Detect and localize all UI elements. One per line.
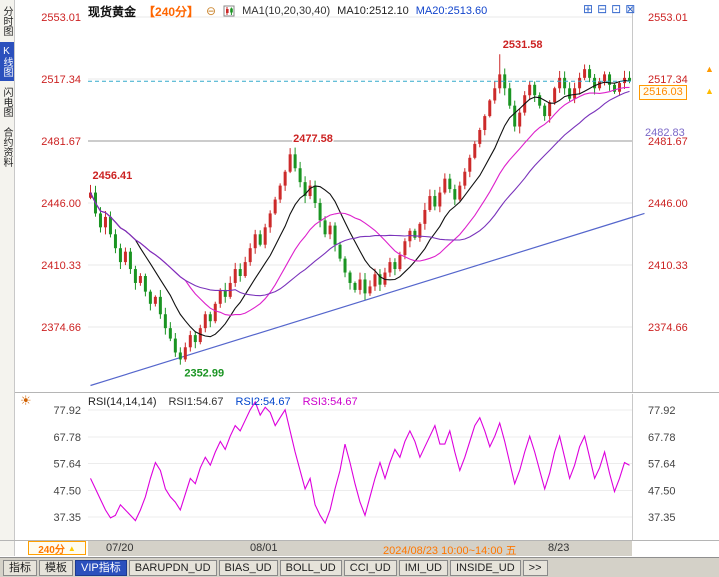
left-sidebar: 分时图 K线图 闪电图 合约资料 — [0, 0, 15, 556]
tab-boll-ud[interactable]: BOLL_UD — [279, 559, 342, 576]
y-axis-label-right: 2374.66 — [648, 322, 688, 334]
price-annotation: 2477.58 — [293, 133, 333, 145]
rsi-axis-label-right: 47.50 — [648, 485, 676, 497]
rsi-legend: RSI(14,14,14) RSI1:54.67 RSI2:54.67 RSI3… — [88, 396, 358, 408]
y-axis-label-right: 2517.34 — [648, 74, 688, 86]
rsi-axis-label-left: 47.50 — [53, 485, 81, 497]
tab-barupdn-ud[interactable]: BARUPDN_UD — [128, 559, 217, 576]
tab-cci-ud[interactable]: CCI_UD — [343, 559, 397, 576]
y-axis-label-left: 2374.66 — [41, 322, 81, 334]
time-tick-1: 07/20 — [106, 542, 134, 554]
y-axis-label-right: 2446.00 — [648, 198, 688, 210]
symbol-name: 现货黄金 — [88, 4, 137, 19]
layout-split-horizontal-icon[interactable]: ⊟ — [597, 2, 608, 16]
y-axis-label-right: 2410.33 — [648, 260, 688, 272]
indicator-settings-icon[interactable]: ☀ — [20, 393, 32, 408]
rsi-line — [90, 400, 630, 525]
y-axis-label-right: 2481.67 — [648, 136, 688, 148]
rsi3-value: RSI3:54.67 — [302, 396, 358, 408]
y-axis-label-left: 2517.34 — [41, 74, 81, 86]
rsi-axis-label-right: 37.35 — [648, 512, 676, 524]
sidebar-item-lightning-chart[interactable]: 闪电图 — [1, 87, 12, 117]
ma10-value: MA10:2512.10 — [337, 5, 409, 17]
kline-style-icon[interactable] — [223, 5, 235, 17]
trendline[interactable] — [90, 212, 645, 387]
rsi-axis-label-right: 77.92 — [648, 405, 676, 417]
trendline-value-label: 2482.83 — [645, 127, 685, 139]
period-selector-label: 240分 — [38, 544, 65, 556]
ma20-value: MA20:2513.60 — [415, 5, 488, 17]
tab-more[interactable]: >> — [522, 559, 548, 576]
tab-indicator[interactable]: 指标 — [3, 559, 37, 576]
ma-line-10 — [90, 80, 630, 338]
ma-group-label: MA1(10,20,30,40) — [242, 5, 331, 17]
rsi2-value: RSI2:54.67 — [235, 396, 291, 408]
timebar-divider — [0, 540, 719, 541]
sidebar-item-kline-chart[interactable]: K线图 — [0, 42, 14, 81]
rsi-indicator-chart[interactable]: 77.92 77.92 67.78 67.78 57.64 57.64 47.50 47.50… — [15, 394, 719, 540]
time-highlight: 2024/08/23 10:00~14:00 五 — [383, 545, 517, 557]
sidebar-item-time-chart[interactable]: 分时图 — [1, 6, 12, 36]
price-annotation: 2352.99 — [184, 368, 224, 380]
y-axis-label-right: 2553.01 — [648, 12, 688, 24]
candles-layer — [88, 54, 632, 365]
tab-inside-ud[interactable]: INSIDE_UD — [449, 559, 521, 576]
sidebar-item-contract-info[interactable]: 合约资料 — [1, 127, 12, 167]
tab-bias-ud[interactable]: BIAS_UD — [218, 559, 278, 576]
main-kline-chart[interactable]: 2553.01 2553.01 2517.34 2517.34 2481.67 2481.… — [15, 8, 719, 392]
period-label: 【240分】 — [143, 4, 200, 19]
price-annotation: 2456.41 — [92, 170, 132, 182]
indicator-toolbar: 指标 模板 VIP指标 BARUPDN_UD BIAS_UD BOLL_UD C… — [0, 557, 719, 577]
period-selector-button[interactable]: 240分 ▲ — [28, 541, 86, 556]
tab-template[interactable]: 模板 — [39, 559, 73, 576]
rsi-axis-label-right: 57.64 — [648, 459, 676, 471]
rsi-axis-label-left: 77.92 — [53, 405, 81, 417]
tab-vip-indicator[interactable]: VIP指标 — [75, 559, 127, 576]
layout-close-icon[interactable]: ⊠ — [625, 2, 636, 16]
rsi-axis-label-right: 67.78 — [648, 432, 676, 444]
time-axis: 07/20 08/01 2024/08/23 10:00~14:00 五 8/2… — [88, 541, 632, 557]
pane-divider — [15, 392, 719, 393]
layout-grid-icon[interactable]: ⊞ — [583, 2, 594, 16]
price-annotation: 2531.58 — [503, 39, 543, 51]
current-price-badge: 2516.03 — [639, 85, 687, 100]
layout-single-icon[interactable]: ⊡ — [611, 2, 622, 16]
y-axis-label-left: 2481.67 — [41, 136, 81, 148]
tab-imi-ud[interactable]: IMI_UD — [398, 559, 448, 576]
rsi-axis-label-left: 37.35 — [53, 512, 81, 524]
rsi-axis-label-left: 57.64 — [53, 459, 81, 471]
price-up-arrow-icon: ▲ — [705, 64, 714, 74]
price-up-arrow-icon-2: ▲ — [705, 86, 714, 96]
collapse-icon[interactable]: ⊖ — [206, 4, 217, 18]
rsi-params-label: RSI(14,14,14) — [88, 396, 157, 408]
layout-icon-group: ⊞ ⊟ ⊡ ⊠ — [583, 3, 635, 15]
y-axis-label-left: 2553.01 — [41, 12, 81, 24]
ma-line-30 — [90, 90, 630, 297]
rsi1-value: RSI1:54.67 — [168, 396, 224, 408]
chart-header: 现货黄金 【240分】 ⊖ MA1(10,20,30,40) MA10:2512… — [88, 2, 487, 20]
time-tick-3: 8/23 — [548, 542, 570, 554]
time-tick-2: 08/01 — [250, 542, 278, 554]
rsi-axis-label-left: 67.78 — [53, 432, 81, 444]
y-axis-label-left: 2446.00 — [41, 198, 81, 210]
period-up-arrow-icon: ▲ — [67, 543, 76, 553]
y-axis-label-left: 2410.33 — [41, 260, 81, 272]
